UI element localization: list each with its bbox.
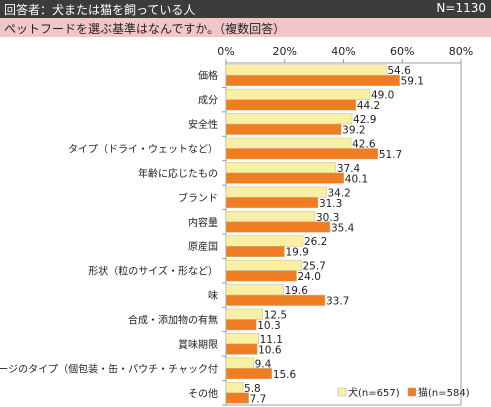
- bar: [225, 64, 387, 76]
- data-label: 42.6: [352, 139, 376, 151]
- bar: [225, 333, 259, 345]
- category-label: 原産国: [188, 240, 218, 253]
- bar: [225, 113, 353, 125]
- category-label: ブランド: [178, 191, 218, 204]
- bar: [225, 392, 249, 404]
- x-tick-label: 0%: [217, 45, 234, 58]
- bar: [225, 99, 357, 111]
- data-label: 25.7: [302, 261, 325, 273]
- category-label: パッケージのタイプ（個包装・缶・パウチ・チャック付: [0, 362, 218, 375]
- bar: [225, 343, 258, 355]
- bar: [225, 88, 371, 100]
- bar: [225, 259, 302, 271]
- data-label: 33.7: [326, 296, 349, 308]
- data-label: 19.6: [285, 285, 309, 297]
- data-label: 10.6: [258, 344, 282, 356]
- bar: [225, 172, 345, 184]
- data-label: 40.1: [345, 173, 368, 185]
- category-label: タイプ（ドライ・ウェットなど）: [68, 144, 218, 156]
- bar: [225, 382, 244, 394]
- data-label: 9.4: [255, 358, 272, 370]
- legend-swatch: [337, 387, 347, 397]
- bar: [225, 74, 400, 86]
- data-label: 51.7: [379, 149, 402, 161]
- data-label: 37.4: [337, 163, 361, 175]
- data-label: 44.2: [357, 100, 380, 112]
- category-label: 内容量: [188, 216, 218, 229]
- data-label: 35.4: [331, 222, 355, 234]
- legend-swatch: [407, 387, 417, 397]
- respondents-label: 回答者：犬または猫を飼っている人: [4, 3, 196, 17]
- legend-label: 猫(n=584): [418, 386, 470, 399]
- category-label: 形状（粒のサイズ・形など）: [88, 265, 218, 278]
- data-label: 24.0: [298, 271, 321, 283]
- bar: [225, 357, 254, 369]
- data-label: 7.7: [250, 393, 267, 405]
- category-label: 成分: [198, 95, 218, 107]
- category-label: 年齢に応じたもの: [138, 167, 218, 180]
- x-tick-label: 40%: [331, 45, 355, 58]
- bar: [225, 123, 342, 135]
- bar: [225, 162, 337, 174]
- data-label: 54.6: [387, 65, 411, 77]
- bar: [225, 270, 297, 282]
- bar: [225, 319, 257, 331]
- category-label: その他: [188, 387, 218, 400]
- bar: [225, 294, 326, 306]
- category-label: 合成・添加物の有無: [128, 314, 218, 327]
- data-label: 49.0: [371, 90, 394, 102]
- bar: [225, 197, 319, 209]
- data-label: 59.1: [401, 76, 424, 88]
- data-label: 39.2: [342, 125, 365, 137]
- data-label: 42.9: [353, 114, 376, 126]
- data-label: 26.2: [304, 236, 327, 248]
- bar: [225, 148, 379, 160]
- category-label: 賞味期限: [178, 338, 218, 351]
- data-label: 12.5: [264, 310, 287, 322]
- data-label: 10.3: [257, 320, 280, 332]
- question-text: ペットフードを選ぶ基準はなんですか。（複数回答）: [4, 22, 286, 36]
- header-bar: 回答者：犬または猫を飼っている人 N=1130: [0, 0, 491, 18]
- bar: [225, 245, 285, 257]
- data-label: 19.9: [285, 247, 308, 259]
- bar: [225, 186, 327, 198]
- data-label: 11.1: [260, 334, 283, 346]
- category-label: 価格: [198, 69, 218, 82]
- bar: [225, 221, 331, 233]
- data-label: 30.3: [316, 212, 339, 224]
- question-bar: ペットフードを選ぶ基準はなんですか。（複数回答）: [0, 18, 491, 37]
- sample-size-label: N=1130: [436, 1, 486, 15]
- bar: [225, 211, 316, 223]
- bar: [225, 308, 263, 320]
- bar: [225, 137, 352, 149]
- category-label: 安全性: [188, 118, 218, 131]
- category-label: 味: [208, 290, 218, 302]
- x-tick-label: 20%: [273, 45, 297, 58]
- bar: [225, 284, 284, 296]
- legend-label: 犬(n=657): [348, 386, 400, 399]
- data-label: 5.8: [244, 383, 261, 395]
- data-label: 31.3: [319, 198, 342, 210]
- x-tick-label: 60%: [390, 45, 414, 58]
- x-tick-label: 80%: [449, 45, 473, 58]
- bar: [225, 235, 304, 247]
- bar: [225, 368, 273, 380]
- data-label: 34.2: [327, 187, 350, 199]
- data-label: 15.6: [273, 369, 297, 381]
